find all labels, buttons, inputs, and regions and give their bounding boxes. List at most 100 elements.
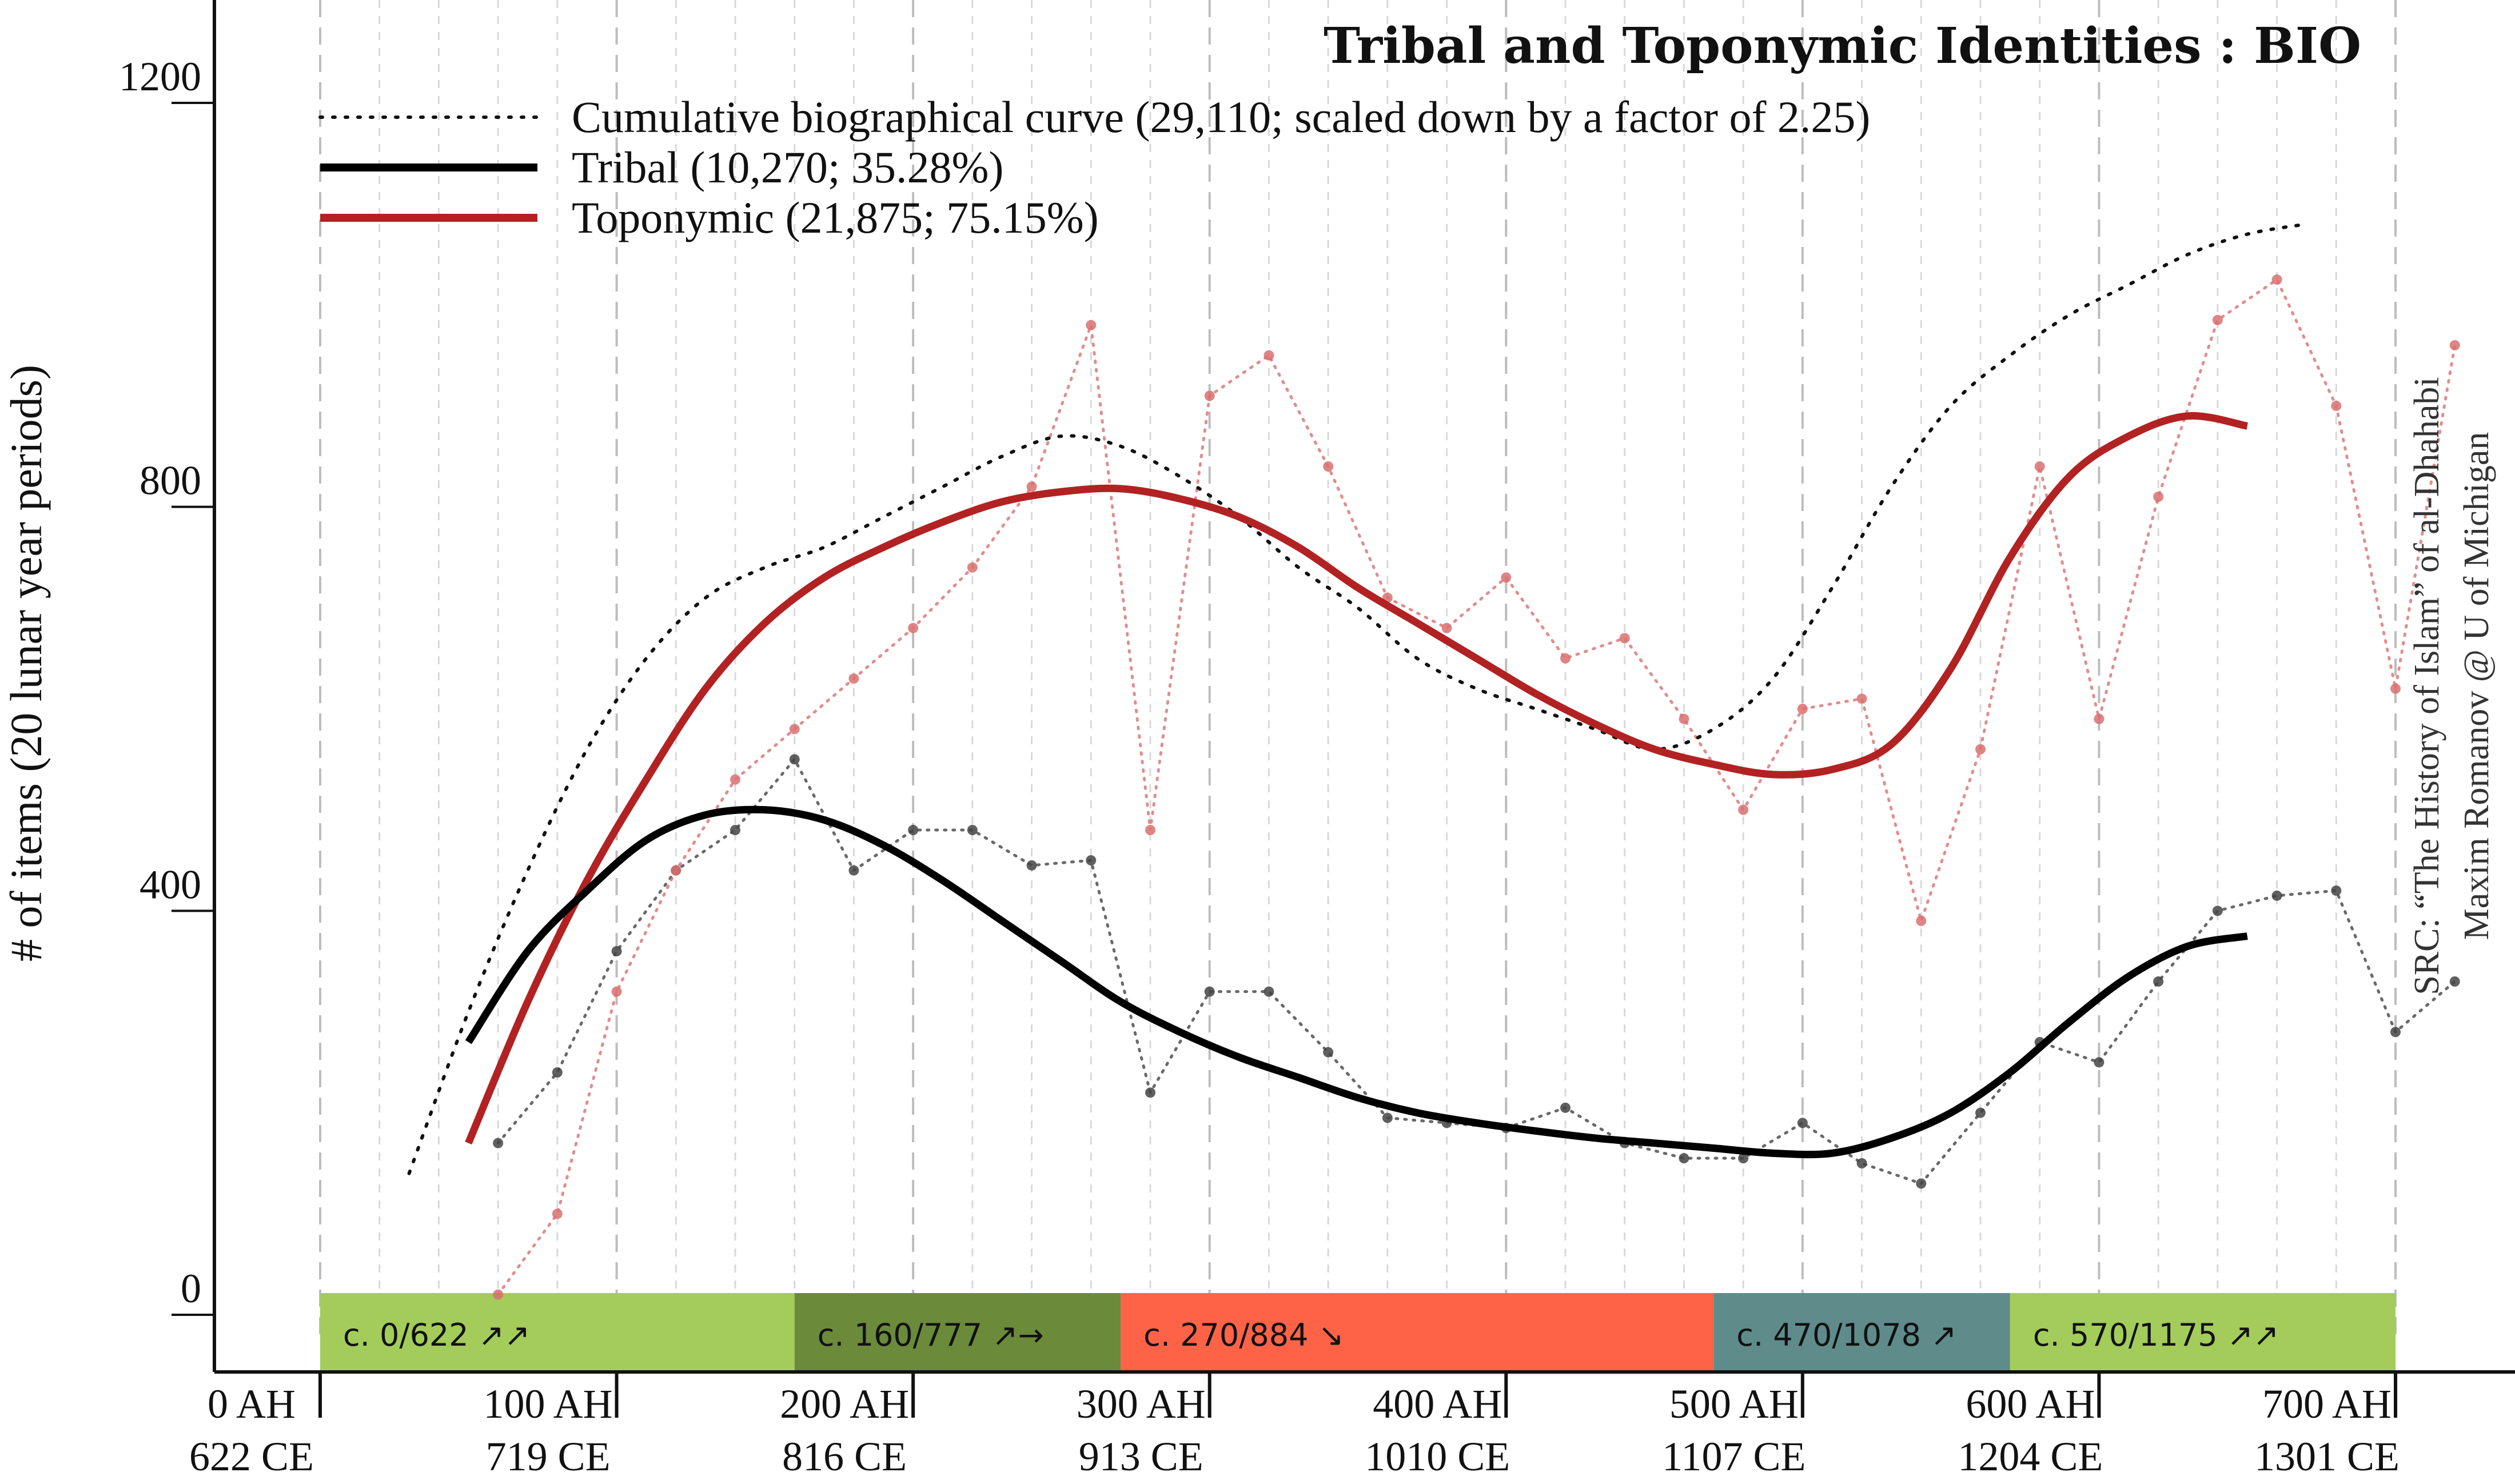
data-point [493, 1289, 504, 1300]
data-point [848, 673, 859, 684]
toponymic-curve [465, 412, 2248, 1145]
data-point [552, 1208, 563, 1219]
data-point [1560, 1102, 1571, 1113]
grid [319, 0, 2397, 1338]
period-bars: c. 0/622 ↗↗ c. 160/777 ↗→ c. 270/884 ↘ c. 4… [320, 1293, 2396, 1373]
data-point [2034, 461, 2045, 472]
cumulative-curve [407, 222, 2309, 1175]
x-tick-label-ce: 622 CE [189, 1434, 314, 1479]
source-note-line1: SRC: “The History of Islam” of al-Dhahab… [2408, 377, 2446, 995]
x-tick-label-ce: 1107 CE [1662, 1434, 1805, 1479]
data-point [611, 946, 622, 956]
x-tick-label-ah: 600 AH [1966, 1381, 2095, 1427]
data-point [611, 986, 622, 997]
source-note-line2: Maxim Romanov @ U of Michigan [2457, 432, 2496, 940]
data-point [1679, 1153, 1689, 1164]
legend-label: Toponymic (21,875; 75.15%) [572, 193, 1099, 242]
data-point [967, 825, 978, 835]
period-label: c. 470/1078 ↗ [1736, 1317, 1956, 1353]
y-tick-label: 0 [181, 1266, 201, 1311]
data-point [730, 825, 740, 835]
x-tick-label-ah: 300 AH [1077, 1381, 1206, 1427]
x-tick-label-ce: 816 CE [782, 1434, 907, 1479]
x-tick-label-ah: 100 AH [484, 1381, 613, 1427]
data-point [2212, 905, 2223, 916]
data-point [1264, 986, 1274, 997]
data-point [789, 724, 800, 735]
x-tick-label-ce: 1301 CE [2254, 1434, 2400, 1479]
data-point [1619, 633, 1630, 644]
data-point [848, 865, 859, 876]
data-point [789, 754, 800, 765]
data-point [1204, 986, 1215, 997]
data-point [1797, 1118, 1808, 1128]
axes [213, 0, 2515, 1374]
x-tick-label-ah: 400 AH [1373, 1381, 1502, 1427]
data-point [1856, 693, 1867, 704]
y-tick-label: 1200 [119, 54, 201, 99]
data-point [1323, 461, 1334, 472]
data-point [1501, 572, 1512, 583]
period-label: c. 270/884 ↘ [1143, 1317, 1344, 1353]
y-axis-label: # of items (20 lunar year periods) [1, 365, 51, 962]
data-point [671, 865, 681, 876]
period-bar [320, 1293, 795, 1373]
data-point [2390, 1027, 2401, 1038]
data-point [1441, 623, 1452, 633]
data-point [2153, 976, 2164, 987]
chart-title: Tribal and Toponymic Identities : BIO [1324, 17, 2361, 75]
data-point [1323, 1047, 1334, 1058]
data-point [2390, 683, 2401, 694]
data-point [2331, 401, 2342, 411]
period-bar [794, 1293, 1121, 1373]
data-point [2094, 713, 2105, 724]
period-label: c. 0/622 ↗↗ [343, 1317, 530, 1353]
data-point [730, 774, 740, 785]
data-point [2449, 340, 2460, 350]
x-tick-label-ah: 700 AH [2262, 1381, 2392, 1427]
x-tick-label-ce: 1010 CE [1365, 1434, 1510, 1479]
period-bar [1713, 1293, 2010, 1373]
data-point [2153, 492, 2164, 502]
period-label: c. 570/1175 ↗↗ [2033, 1317, 2279, 1353]
data-point [1086, 855, 1097, 865]
data-point [908, 825, 919, 835]
data-point [552, 1067, 563, 1078]
data-point [1145, 1087, 1155, 1098]
data-point [1086, 320, 1097, 330]
data-point [1916, 916, 1927, 926]
data-point [1679, 713, 1689, 724]
data-point [1856, 1158, 1867, 1168]
data-point [2449, 976, 2460, 987]
data-point [493, 1138, 504, 1148]
data-point [1145, 825, 1155, 835]
data-point [967, 562, 978, 573]
data-point [1382, 1112, 1393, 1123]
data-point [2212, 314, 2223, 325]
period-label: c. 160/777 ↗→ [818, 1317, 1044, 1353]
data-point [2271, 890, 2282, 901]
data-point [1026, 860, 1037, 871]
data-point [1738, 1153, 1749, 1164]
data-point [2271, 274, 2282, 285]
x-tick-label-ce: 719 CE [486, 1434, 611, 1479]
tick-labels: 0 400 800 1200 0 AH 622 CE 100 AH 719 CE 200 AH 8… [119, 54, 2400, 1479]
legend: Cumulative biographical curve (29,110; s… [318, 92, 1870, 242]
period-bar [2010, 1293, 2396, 1373]
data-point [1204, 390, 1215, 401]
period-bar [1121, 1293, 1714, 1373]
x-tick-label-ce: 1204 CE [1958, 1434, 2103, 1479]
raw-series-line [496, 277, 2457, 1296]
data-point [1738, 804, 1749, 815]
tribal-curve [465, 805, 2248, 1159]
data-point [1264, 350, 1274, 361]
data-point [1975, 1107, 1986, 1118]
data-point [1975, 744, 1986, 755]
data-point [1916, 1178, 1927, 1189]
legend-label: Cumulative biographical curve (29,110; s… [572, 92, 1870, 142]
data-point [1560, 653, 1571, 664]
y-tick-label: 800 [139, 458, 201, 504]
x-tick-label-ah: 0 AH [208, 1381, 296, 1427]
x-tick-label-ah: 500 AH [1669, 1381, 1799, 1427]
